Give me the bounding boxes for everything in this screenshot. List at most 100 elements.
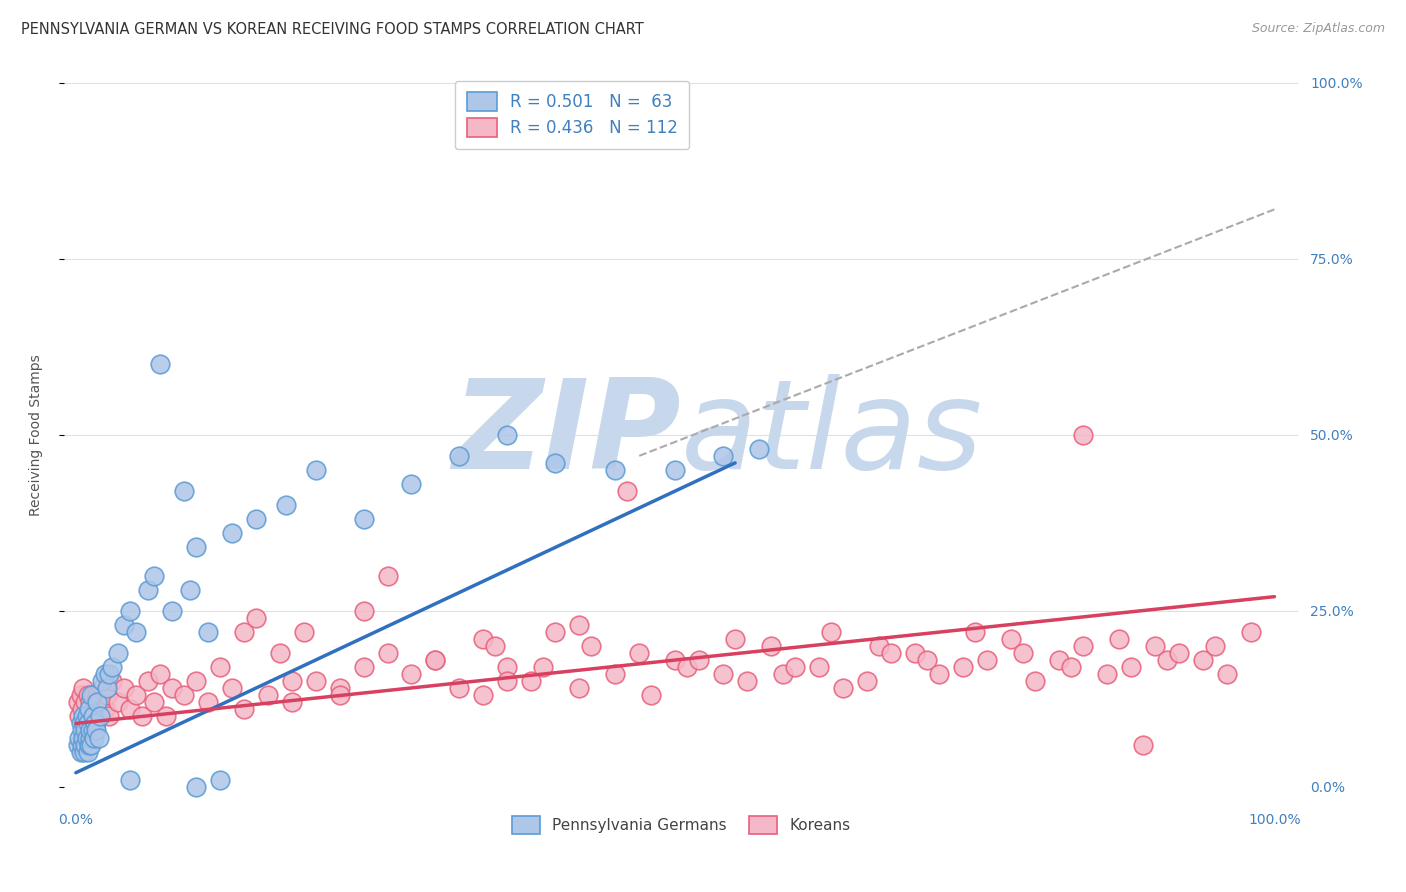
Point — [1167, 646, 1189, 660]
Point — [197, 695, 219, 709]
Point — [112, 617, 135, 632]
Point — [605, 667, 627, 681]
Point — [353, 512, 375, 526]
Point — [69, 709, 91, 723]
Point — [221, 681, 243, 696]
Point — [808, 660, 831, 674]
Point — [449, 449, 471, 463]
Point — [80, 709, 103, 723]
Point — [724, 632, 747, 646]
Point — [69, 731, 91, 745]
Point — [531, 660, 554, 674]
Point — [496, 660, 519, 674]
Point — [70, 702, 93, 716]
Text: Source: ZipAtlas.com: Source: ZipAtlas.com — [1251, 22, 1385, 36]
Point — [136, 674, 159, 689]
Point — [72, 681, 94, 696]
Point — [520, 674, 543, 689]
Point — [155, 709, 177, 723]
Point — [711, 667, 734, 681]
Point — [83, 702, 105, 716]
Point — [79, 695, 101, 709]
Y-axis label: Receiving Food Stamps: Receiving Food Stamps — [30, 354, 44, 516]
Point — [93, 667, 115, 681]
Point — [69, 745, 91, 759]
Point — [304, 674, 326, 689]
Point — [125, 624, 148, 639]
Point — [868, 639, 890, 653]
Text: atlas: atlas — [681, 375, 983, 495]
Point — [748, 442, 770, 456]
Point — [118, 702, 141, 716]
Point — [72, 709, 94, 723]
Point — [820, 624, 842, 639]
Point — [208, 772, 231, 787]
Point — [472, 688, 495, 702]
Point — [89, 695, 111, 709]
Point — [87, 709, 110, 723]
Point — [89, 709, 111, 723]
Point — [1108, 632, 1130, 646]
Point — [484, 639, 506, 653]
Point — [160, 604, 183, 618]
Point — [76, 731, 98, 745]
Point — [329, 681, 352, 696]
Point — [77, 723, 100, 738]
Legend: Pennsylvania Germans, Koreans: Pennsylvania Germans, Koreans — [502, 805, 860, 845]
Point — [118, 604, 141, 618]
Point — [75, 738, 97, 752]
Point — [353, 604, 375, 618]
Point — [98, 667, 121, 681]
Point — [77, 738, 100, 752]
Point — [112, 681, 135, 696]
Point — [274, 498, 297, 512]
Point — [759, 639, 782, 653]
Point — [1095, 667, 1118, 681]
Point — [131, 709, 153, 723]
Point — [256, 688, 278, 702]
Point — [1156, 653, 1178, 667]
Point — [173, 688, 195, 702]
Point — [79, 723, 101, 738]
Text: PENNSYLVANIA GERMAN VS KOREAN RECEIVING FOOD STAMPS CORRELATION CHART: PENNSYLVANIA GERMAN VS KOREAN RECEIVING … — [21, 22, 644, 37]
Point — [904, 646, 927, 660]
Point — [1119, 660, 1142, 674]
Point — [91, 681, 114, 696]
Point — [1239, 624, 1261, 639]
Point — [82, 688, 104, 702]
Point — [329, 688, 352, 702]
Point — [664, 463, 686, 477]
Point — [136, 582, 159, 597]
Point — [1132, 738, 1154, 752]
Point — [425, 653, 447, 667]
Point — [1060, 660, 1083, 674]
Point — [98, 709, 121, 723]
Point — [79, 731, 101, 745]
Point — [82, 723, 104, 738]
Point — [70, 738, 93, 752]
Point — [76, 688, 98, 702]
Point — [91, 674, 114, 689]
Point — [70, 723, 93, 738]
Point — [735, 674, 758, 689]
Point — [963, 624, 986, 639]
Point — [292, 624, 315, 639]
Point — [96, 681, 118, 696]
Point — [1143, 639, 1166, 653]
Point — [1204, 639, 1226, 653]
Point — [544, 624, 567, 639]
Point — [179, 582, 201, 597]
Point — [76, 709, 98, 723]
Point — [221, 526, 243, 541]
Point — [160, 681, 183, 696]
Point — [245, 512, 267, 526]
Point — [401, 477, 423, 491]
Point — [93, 702, 115, 716]
Point — [880, 646, 903, 660]
Point — [915, 653, 938, 667]
Point — [184, 780, 207, 794]
Point — [149, 357, 172, 371]
Point — [149, 667, 172, 681]
Point — [928, 667, 950, 681]
Point — [107, 695, 129, 709]
